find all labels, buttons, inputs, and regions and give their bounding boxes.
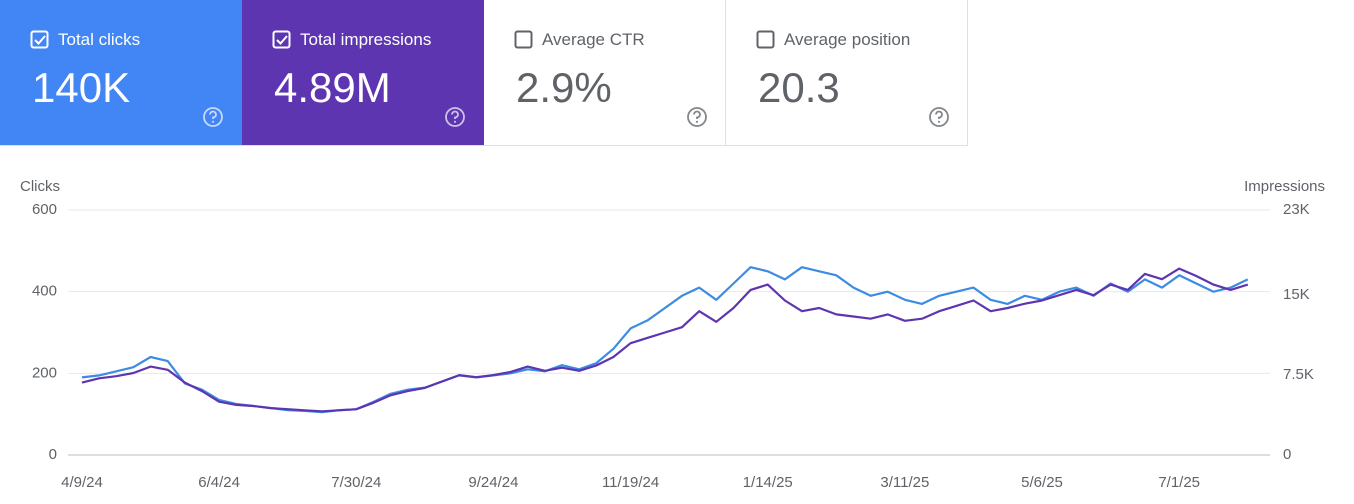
checkbox [514, 30, 533, 49]
checkbox-box [272, 30, 291, 49]
x-tick-label: 4/9/24 [61, 474, 103, 491]
help-circle [203, 107, 223, 127]
x-tick-label: 11/19/24 [602, 474, 659, 491]
help-circle [445, 107, 465, 127]
checkbox [30, 30, 49, 49]
metric-value: 140K [32, 64, 131, 111]
help-dot [937, 120, 941, 123]
metric-label: Total clicks [58, 30, 141, 49]
x-tick-label: 1/14/25 [743, 474, 793, 491]
help-dot [211, 120, 215, 123]
help-circle [929, 107, 949, 127]
metric-card[interactable]: Total impressions 4.89M [242, 0, 484, 146]
metric-value: 20.3 [758, 64, 840, 111]
metric-value: 2.9% [516, 64, 612, 111]
help-circle [687, 107, 707, 127]
help-icon [687, 107, 707, 127]
x-tick-label: 7/1/25 [1158, 474, 1200, 491]
metric-card[interactable]: Total clicks 140K [0, 0, 242, 146]
checkbox-box [514, 30, 533, 49]
y2-tick-label: 15K [1283, 286, 1310, 303]
x-tick-label: 5/6/25 [1021, 474, 1063, 491]
help-icon [203, 107, 223, 127]
metric-label: Average position [784, 30, 911, 49]
x-tick-label: 9/24/24 [468, 474, 518, 491]
help-dot [453, 120, 457, 123]
metric-card[interactable]: Average position 20.3 [726, 0, 968, 146]
y2-tick-label: 23K [1283, 201, 1310, 218]
metric-value: 4.89M [274, 64, 391, 111]
checkbox [756, 30, 775, 49]
y-tick-label: 600 [32, 201, 57, 218]
help-icon [445, 107, 465, 127]
metric-card[interactable]: Average CTR 2.9% [484, 0, 726, 146]
y-tick-label: 0 [49, 446, 57, 463]
help-glyph [935, 110, 943, 119]
x-tick-label: 3/11/25 [880, 474, 929, 491]
y2-axis-title: Impressions [1244, 178, 1325, 195]
series-line [81, 266, 1249, 414]
help-glyph [693, 110, 701, 119]
series-line [81, 267, 1249, 413]
y2-tick-label: 7.5K [1283, 366, 1314, 383]
x-tick-label: 6/4/24 [198, 474, 240, 491]
help-dot [695, 120, 699, 123]
help-glyph [451, 110, 459, 119]
metric-label: Average CTR [542, 30, 645, 49]
checkbox-box [30, 30, 49, 49]
checkmark [34, 35, 46, 45]
y-tick-label: 200 [32, 364, 57, 381]
checkmark [276, 35, 288, 45]
help-icon [929, 107, 949, 127]
y-axis-title: Clicks [20, 178, 60, 195]
metric-label: Total impressions [300, 30, 432, 49]
help-glyph [209, 110, 217, 119]
chart: Clicks Impressions 0 200 400 600 0 7.5K 15K 23K… [20, 178, 1325, 491]
checkbox [272, 30, 291, 49]
x-tick-label: 7/30/24 [331, 474, 381, 491]
y-tick-label: 400 [32, 283, 57, 300]
metric-cards: Total clicks 140K Total impressions 4.89M Av… [0, 0, 968, 146]
y2-tick-label: 0 [1283, 446, 1291, 463]
checkbox-box [756, 30, 775, 49]
